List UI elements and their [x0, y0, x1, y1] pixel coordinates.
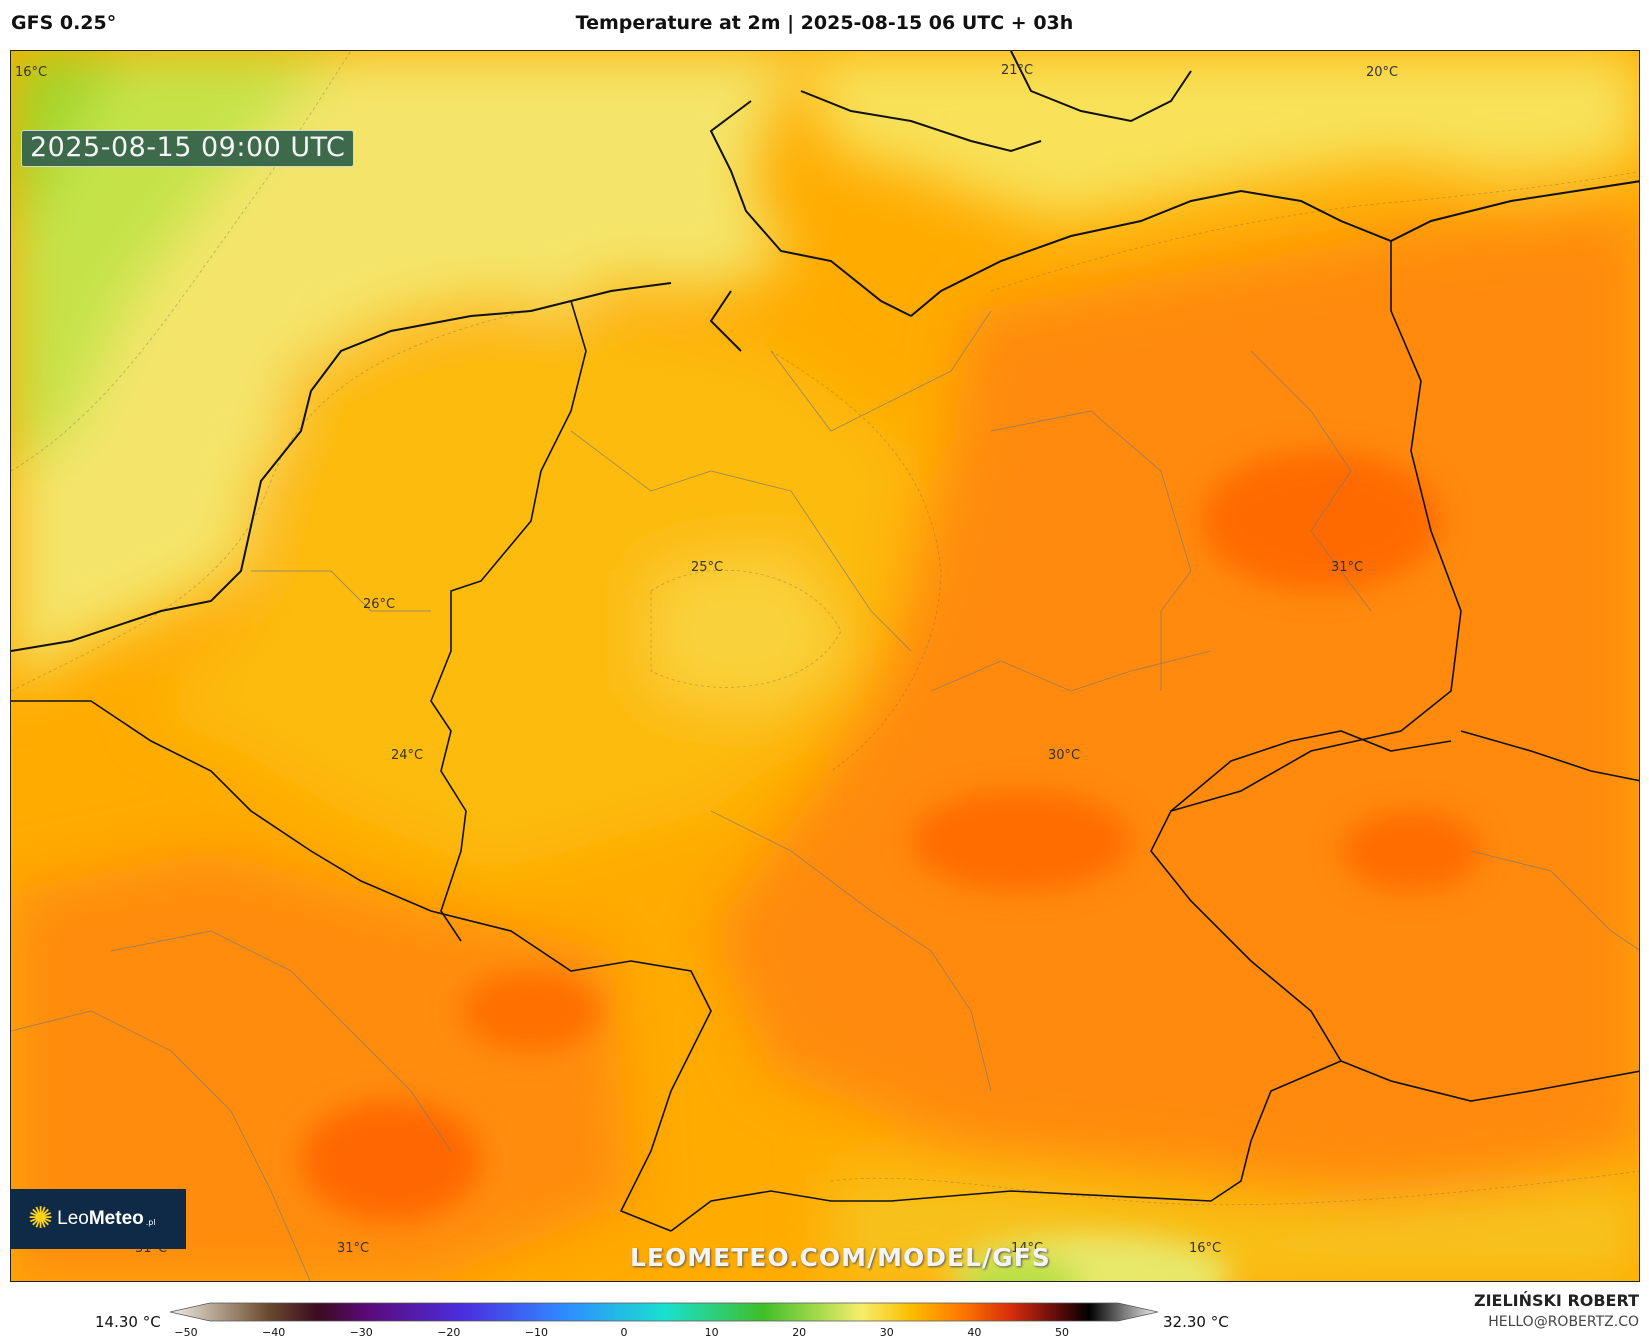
isotherm-line [770, 350, 942, 772]
hotspot-west [461, 971, 601, 1051]
colorbar-tick-label: 20 [792, 1326, 807, 1339]
region-border [990, 410, 1192, 691]
northwest-lime-zone [11, 51, 121, 241]
region-border [570, 430, 912, 652]
region-border [1470, 850, 1639, 951]
valid-time-badge: 2025-08-15 09:00 UTC [21, 130, 355, 167]
coastline [709, 100, 912, 317]
contour-label: 31°C [337, 1241, 370, 1256]
colorbar-tick-label: 10 [704, 1326, 719, 1339]
baltic-yellow-zone [801, 51, 1639, 221]
country-border [1170, 730, 1452, 812]
coastline [910, 180, 1639, 317]
coastline [11, 282, 672, 652]
west-inland-zone [151, 311, 911, 871]
model-name: GFS 0.25° [11, 12, 117, 34]
colorbar-tick-label: −20 [437, 1326, 461, 1339]
east-hot-zone [711, 211, 1639, 1211]
contour-label: 20°C [1366, 65, 1399, 80]
colorbar [170, 1302, 1158, 1322]
country-border [670, 241, 1462, 1232]
contour-label: 26°C [363, 597, 396, 612]
coastline [709, 290, 742, 352]
colorbar-tick-label: 0 [620, 1326, 628, 1339]
contour-label: 30°C [1048, 748, 1081, 763]
colorbar-max-label: 32.30 °C [1163, 1313, 1229, 1331]
central-cool-pocket [651, 551, 851, 711]
sun-icon: ✺ [28, 1201, 54, 1236]
map-canvas [11, 51, 1639, 1281]
country-border [11, 700, 712, 1232]
country-border [1460, 730, 1639, 782]
watermark-url: LEOMETEO.COM/MODEL/GFS [630, 1243, 1051, 1272]
isotherm-line [11, 51, 352, 472]
coastline [800, 90, 1042, 153]
region-border [11, 1010, 311, 1281]
colorbar-tick-label: −10 [524, 1326, 548, 1339]
colorbar-min-label: 14.30 °C [95, 1313, 161, 1331]
author-email[interactable]: HELLO@ROBERTZ.CO [1488, 1314, 1639, 1330]
region-border [1250, 350, 1372, 612]
isotherm-line [990, 170, 1639, 292]
region-border [110, 930, 452, 1152]
region-border [710, 810, 992, 1092]
colorbar-tick-label: 30 [879, 1326, 894, 1339]
leometeo-logo[interactable]: ✺ LeoMeteo .pl [10, 1189, 186, 1249]
author-name: ZIELIŃSKI ROBERT [1473, 1291, 1639, 1310]
hotspot-southwest [301, 1101, 481, 1221]
contour-label: 16°C [15, 65, 48, 80]
colorbar-tick-label: −50 [174, 1326, 198, 1339]
temperature-map: 2025-08-15 09:00 UTC 16°C 21°C 20°C 25°C… [10, 50, 1640, 1282]
colorbar-tick-label: −30 [349, 1326, 373, 1339]
colorbar-gradient [170, 1302, 1158, 1322]
sea-yellow-zone [11, 51, 801, 691]
isotherm-line [11, 300, 572, 692]
alpine-green-spot [961, 1258, 1081, 1281]
logo-text: LeoMeteo [57, 1208, 144, 1229]
hotspot-east [1201, 451, 1441, 591]
map-title: Temperature at 2m | 2025-08-15 06 UTC + … [575, 12, 1074, 34]
coastline [1010, 51, 1192, 123]
country-border [430, 300, 587, 942]
contour-label: 31°C [1331, 560, 1364, 575]
colorbar-tick-label: −40 [261, 1326, 286, 1339]
contour-label: 24°C [391, 748, 424, 763]
logo-suffix: .pl [145, 1217, 156, 1227]
contour-label: 21°C [1001, 63, 1034, 78]
contour-label: 16°C [1189, 1241, 1222, 1256]
isotherm-line [830, 1170, 1639, 1206]
colorbar-tick-label: 40 [967, 1326, 982, 1339]
contour-label: 14°C [1011, 1241, 1044, 1256]
colorbar-tick-label: 50 [1055, 1326, 1069, 1339]
contour-label: 25°C [691, 560, 724, 575]
region-border [770, 310, 992, 432]
region-border [251, 570, 431, 612]
region-border [930, 650, 1212, 692]
hotspot-southeast [1341, 811, 1481, 891]
hotspot-central [911, 791, 1131, 891]
country-border [1340, 1060, 1639, 1102]
